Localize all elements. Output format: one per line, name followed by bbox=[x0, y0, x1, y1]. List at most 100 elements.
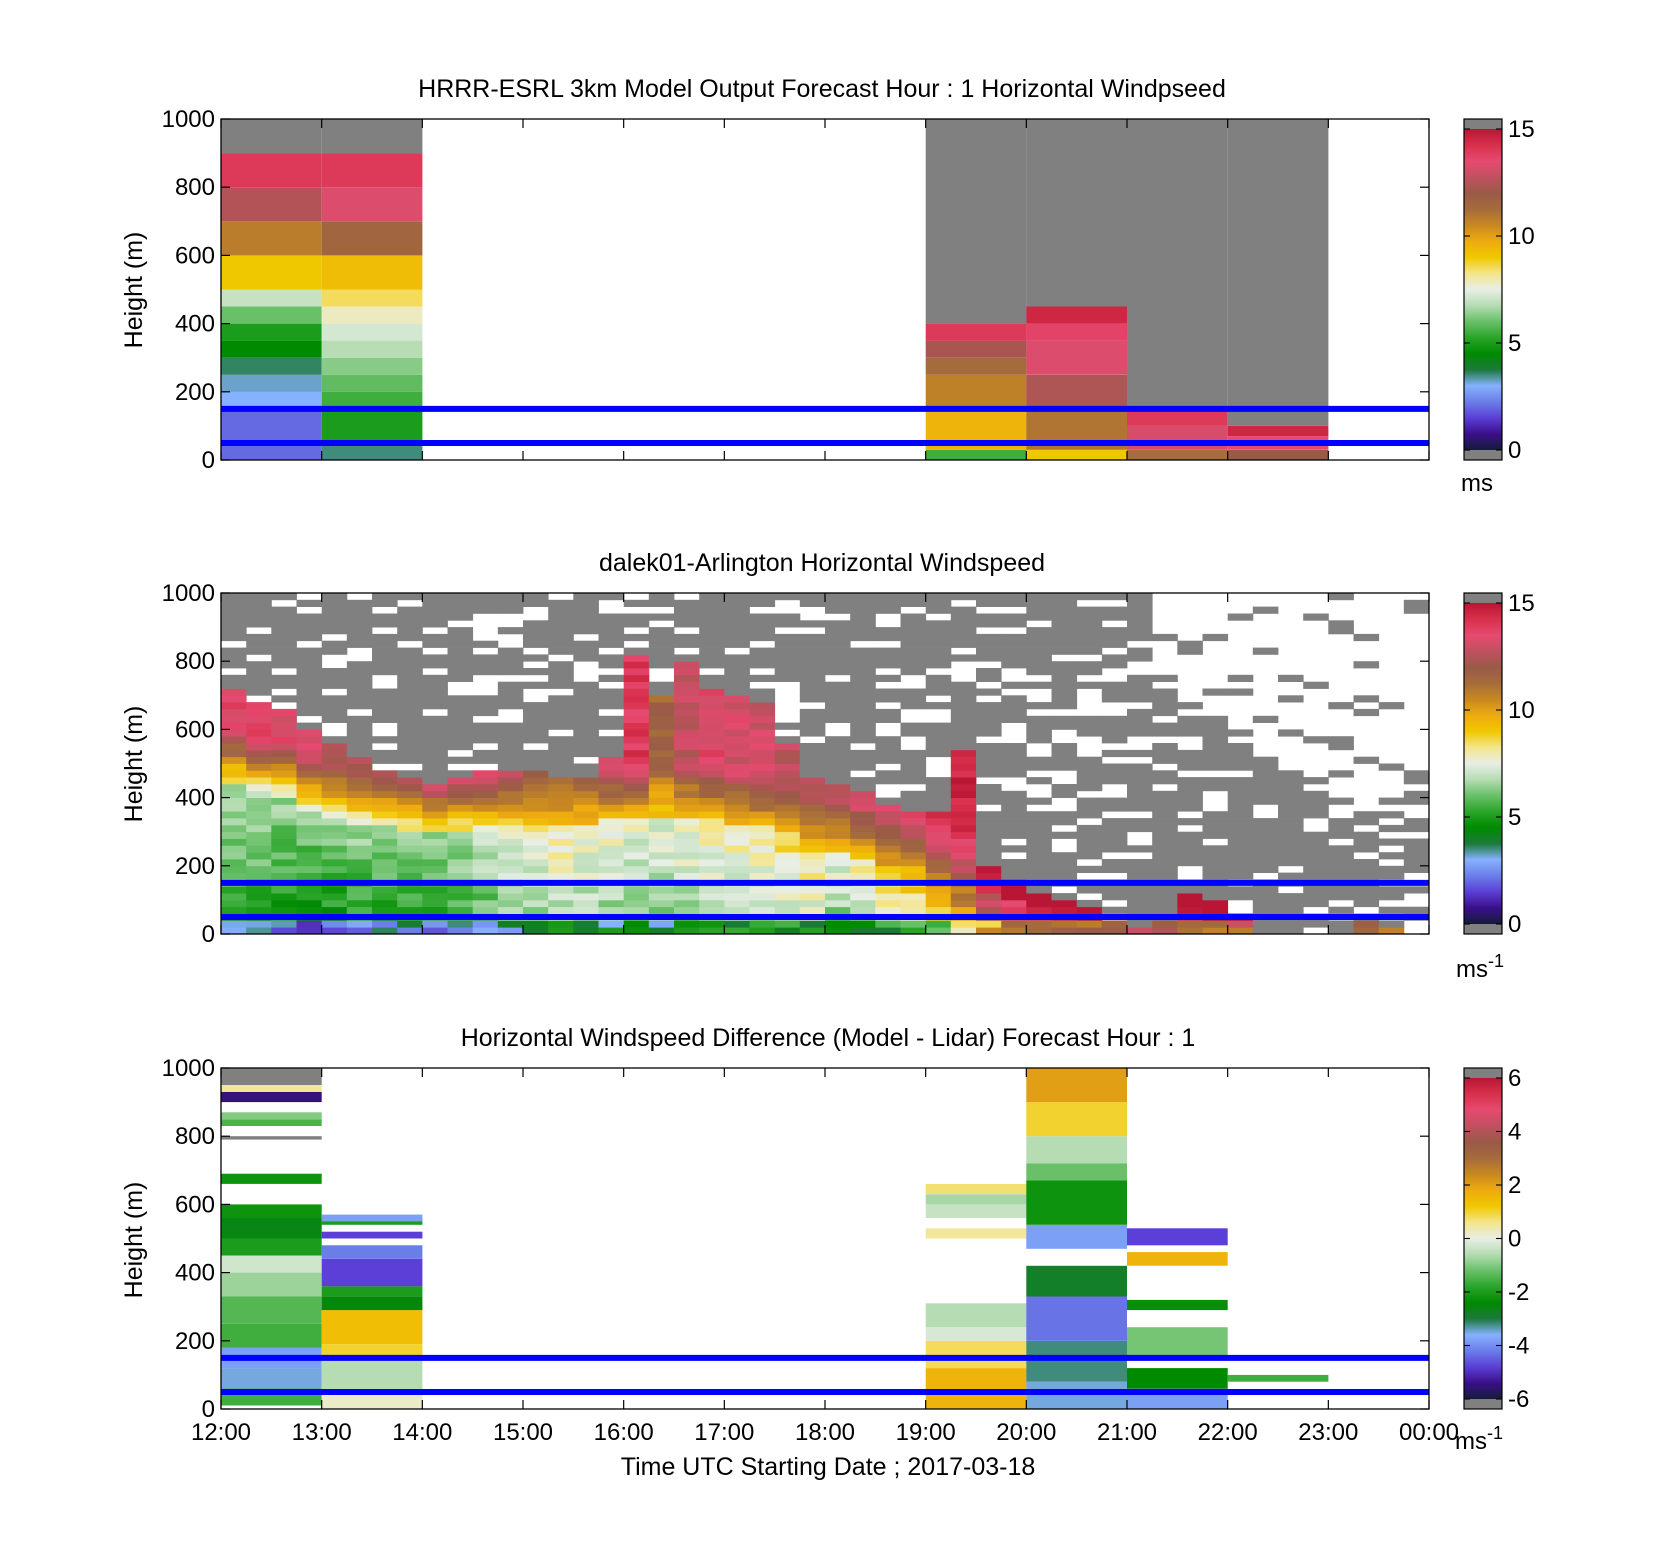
heatmap-cell bbox=[346, 722, 373, 730]
heatmap-cell bbox=[271, 681, 297, 689]
heatmap-cell bbox=[623, 722, 650, 730]
heatmap-cell bbox=[976, 838, 1002, 846]
heatmap-cell bbox=[447, 852, 474, 860]
heatmap-cell bbox=[1051, 702, 1078, 710]
heatmap-cell bbox=[523, 852, 549, 860]
heatmap-cell bbox=[799, 715, 826, 723]
panel-lidar-x-ticks bbox=[220, 593, 1430, 934]
heatmap-cell bbox=[447, 859, 474, 867]
heatmap-cell bbox=[925, 661, 952, 669]
heatmap-cell bbox=[1127, 613, 1153, 621]
heatmap-cell bbox=[573, 784, 599, 792]
heatmap-cell bbox=[321, 790, 348, 798]
heatmap-cell bbox=[850, 736, 876, 744]
heatmap-cell bbox=[900, 886, 927, 894]
heatmap-cell bbox=[724, 811, 750, 819]
heatmap-cell bbox=[825, 593, 851, 601]
heatmap-cell bbox=[497, 668, 524, 676]
heatmap-cell bbox=[221, 831, 247, 839]
heatmap-cell bbox=[573, 770, 599, 778]
heatmap-cell bbox=[1101, 865, 1128, 873]
heatmap-cell bbox=[900, 661, 927, 669]
heatmap-cell bbox=[825, 777, 851, 785]
heatmap-cell bbox=[246, 633, 272, 642]
heatmap-cell bbox=[850, 831, 876, 839]
heatmap-cell bbox=[221, 715, 247, 723]
heatmap-cell bbox=[774, 763, 801, 771]
heatmap-cell bbox=[497, 722, 524, 730]
heatmap-cell bbox=[1101, 770, 1128, 778]
heatmap-cell bbox=[321, 1259, 423, 1287]
heatmap-cell bbox=[699, 715, 725, 723]
heatmap-cell bbox=[799, 838, 826, 846]
heatmap-cell bbox=[749, 906, 776, 914]
heatmap-cell bbox=[221, 838, 247, 846]
heatmap-cell bbox=[749, 749, 776, 758]
heatmap-cell bbox=[221, 845, 247, 853]
heatmap-cell bbox=[623, 811, 650, 819]
heatmap-cell bbox=[648, 784, 675, 792]
heatmap-cell bbox=[1051, 668, 1078, 676]
heatmap-cell bbox=[296, 633, 323, 642]
heatmap-cell bbox=[749, 627, 776, 635]
heatmap-cell bbox=[623, 818, 650, 826]
heatmap-cell bbox=[900, 872, 927, 880]
heatmap-cell bbox=[397, 920, 423, 928]
heatmap-cell bbox=[1202, 688, 1229, 696]
colorbar-tick-label: 0 bbox=[1508, 437, 1521, 464]
heatmap-cell bbox=[271, 756, 297, 764]
heatmap-cell bbox=[598, 613, 625, 621]
heatmap-cell bbox=[1127, 893, 1153, 901]
heatmap-cell bbox=[850, 620, 876, 628]
heatmap-cell bbox=[799, 886, 826, 894]
heatmap-cell bbox=[397, 859, 423, 867]
colorbar-model-nan-top bbox=[1464, 119, 1502, 129]
heatmap-cell bbox=[825, 804, 851, 812]
heatmap-cell bbox=[674, 749, 700, 758]
heatmap-cell bbox=[271, 743, 297, 751]
heatmap-cell bbox=[1051, 920, 1078, 928]
heatmap-cell bbox=[674, 702, 700, 710]
heatmap-cell bbox=[271, 695, 297, 703]
heatmap-cell bbox=[346, 633, 373, 642]
heatmap-cell bbox=[397, 886, 423, 894]
heatmap-cell bbox=[246, 681, 272, 689]
heatmap-cell bbox=[850, 681, 876, 689]
heatmap-cell bbox=[825, 852, 851, 860]
heatmap-cell bbox=[648, 899, 675, 908]
heatmap-cell bbox=[925, 620, 952, 628]
heatmap-cell bbox=[296, 695, 323, 703]
heatmap-cell bbox=[1353, 859, 1380, 867]
heatmap-cell bbox=[1026, 927, 1052, 935]
heatmap-cell bbox=[724, 695, 750, 703]
panel-lidar-title: dalek01-Arlington Horizontal Windspeed bbox=[599, 549, 1045, 577]
panel-difference-title: Horizontal Windspeed Difference (Model -… bbox=[461, 1024, 1196, 1052]
heatmap-cell bbox=[1051, 831, 1078, 839]
heatmap-cell bbox=[976, 729, 1002, 737]
heatmap-cell bbox=[724, 736, 750, 744]
heatmap-cell bbox=[1278, 797, 1304, 805]
heatmap-cell bbox=[1278, 893, 1304, 901]
heatmap-cell bbox=[1051, 674, 1078, 682]
heatmap-cell bbox=[548, 777, 574, 785]
heatmap-cell bbox=[950, 749, 977, 758]
heatmap-cell bbox=[699, 899, 725, 908]
heatmap-cell bbox=[221, 627, 247, 635]
heatmap-cell bbox=[548, 620, 574, 628]
heatmap-cell bbox=[321, 831, 348, 839]
heatmap-cell bbox=[221, 777, 247, 785]
heatmap-cell bbox=[900, 688, 927, 696]
heatmap-cell bbox=[497, 681, 524, 689]
heatmap-cell bbox=[774, 811, 801, 819]
heatmap-cell bbox=[825, 818, 851, 826]
heatmap-cell bbox=[950, 633, 977, 642]
heatmap-cell bbox=[296, 818, 323, 826]
heatmap-cell bbox=[950, 906, 977, 914]
heatmap-cell bbox=[271, 811, 297, 819]
heatmap-cell bbox=[598, 920, 625, 928]
heatmap-cell bbox=[850, 920, 876, 928]
heatmap-cell bbox=[573, 593, 599, 601]
heatmap-cell bbox=[1303, 838, 1329, 846]
heatmap-cell bbox=[372, 756, 398, 764]
